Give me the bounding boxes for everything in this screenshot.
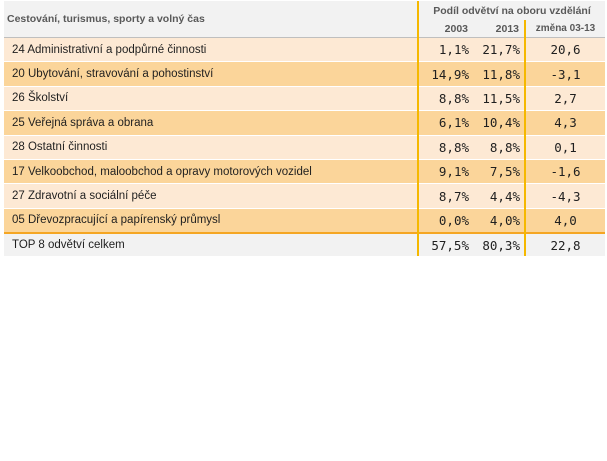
table-row: 27 Zdravotní a sociální péče 8,7% 4,4% -…	[4, 183, 605, 209]
row-label: 05 Dřevozpracující a papírenský průmysl	[4, 208, 418, 234]
data-table: Cestování, turismus, sporty a volný čas …	[4, 1, 605, 257]
table-row: 25 Veřejná správa a obrana 6,1% 10,4% 4,…	[4, 110, 605, 136]
value-change: -1,6	[524, 159, 605, 185]
value-2003: 0,0%	[417, 208, 473, 234]
table-row: 05 Dřevozpracující a papírenský průmysl …	[4, 208, 605, 234]
table-title: Cestování, turismus, sporty a volný čas	[4, 1, 418, 38]
row-label: 26 Školství	[4, 86, 418, 112]
value-change: 4,3	[524, 110, 605, 136]
total-label: TOP 8 odvětví celkem	[4, 232, 418, 257]
table-row: 20 Ubytování, stravování a pohostinství …	[4, 61, 605, 87]
row-label: 24 Administrativní a podpůrné činnosti	[4, 37, 418, 63]
value-change: -4,3	[524, 183, 605, 209]
value-2013: 8,8%	[473, 135, 525, 160]
row-label: 17 Velkoobchod, maloobchod a opravy moto…	[4, 159, 418, 185]
value-change: 4,0	[524, 208, 605, 234]
value-2013: 7,5%	[473, 159, 525, 185]
value-2013: 4,0%	[473, 208, 525, 234]
table-row: 24 Administrativní a podpůrné činnosti 1…	[4, 37, 605, 63]
total-change: 22,8	[524, 232, 605, 257]
row-label: 25 Veřejná správa a obrana	[4, 110, 418, 136]
group-header: Podíl odvětví na oboru vzdělání	[417, 1, 605, 20]
value-change: 2,7	[524, 86, 605, 112]
row-label: 20 Ubytování, stravování a pohostinství	[4, 61, 418, 87]
table-row: 17 Velkoobchod, maloobchod a opravy moto…	[4, 159, 605, 185]
value-2003: 8,8%	[417, 86, 473, 112]
table-row: 28 Ostatní činnosti 8,8% 8,8% 0,1	[4, 135, 605, 160]
table-row: 26 Školství 8,8% 11,5% 2,7	[4, 86, 605, 112]
value-2003: 1,1%	[417, 37, 473, 63]
value-2013: 11,8%	[473, 61, 525, 87]
value-change: -3,1	[524, 61, 605, 87]
value-change: 20,6	[524, 37, 605, 63]
row-label: 27 Zdravotní a sociální péče	[4, 183, 418, 209]
total-row: TOP 8 odvětví celkem 57,5% 80,3% 22,8	[4, 232, 605, 257]
value-2013: 11,5%	[473, 86, 525, 112]
value-2003: 6,1%	[417, 110, 473, 136]
value-2003: 9,1%	[417, 159, 473, 185]
total-2003: 57,5%	[417, 232, 473, 257]
value-2003: 14,9%	[417, 61, 473, 87]
value-2013: 21,7%	[473, 37, 525, 63]
value-2013: 10,4%	[473, 110, 525, 136]
row-label: 28 Ostatní činnosti	[4, 135, 418, 160]
total-2013: 80,3%	[473, 232, 525, 257]
col-header-2013: 2013	[473, 20, 525, 38]
value-2003: 8,8%	[417, 135, 473, 160]
col-header-change: změna 03-13	[524, 20, 605, 38]
col-header-2003: 2003	[417, 20, 473, 38]
value-2003: 8,7%	[417, 183, 473, 209]
value-2013: 4,4%	[473, 183, 525, 209]
value-change: 0,1	[524, 135, 605, 160]
